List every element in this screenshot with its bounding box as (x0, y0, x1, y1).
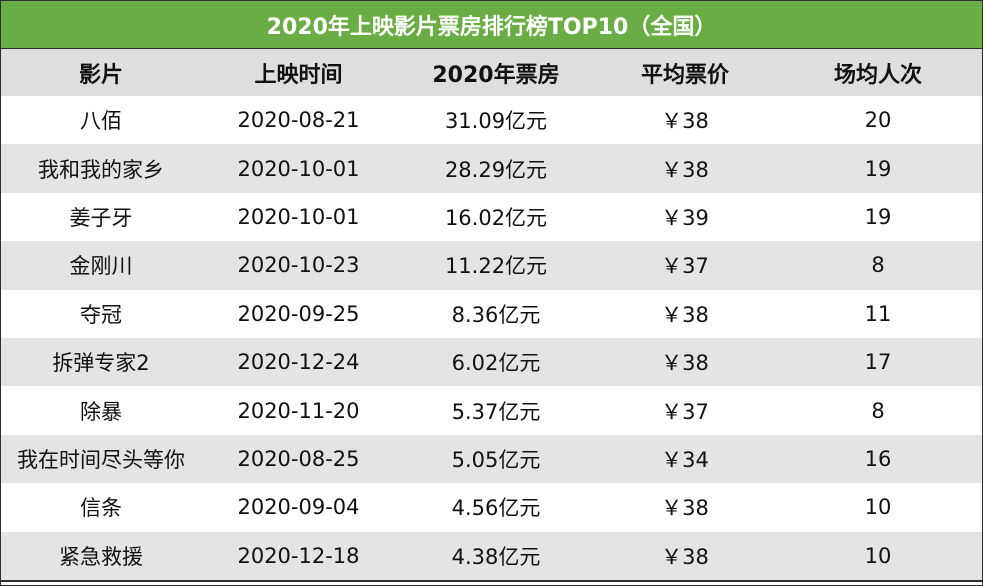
column-header-release-date: 上映时间 (201, 49, 396, 96)
cell-film: 信条 (1, 483, 201, 532)
cell-avg-attendance: 20 (774, 96, 982, 145)
cell-avg-attendance: 10 (774, 531, 982, 582)
table-row: 拆弹专家2 2020-12-24 6.02亿元 ￥38 17 (1, 337, 982, 387)
column-header-film: 影片 (1, 49, 201, 96)
cell-avg-attendance: 8 (774, 241, 982, 290)
cell-box-office: 4.38亿元 (396, 531, 596, 582)
cell-avg-ticket-price: ￥39 (596, 192, 774, 242)
cell-release-date: 2020-10-01 (201, 144, 396, 193)
cell-avg-ticket-price: ￥34 (596, 434, 774, 484)
table-title: 2020年上映影片票房排行榜TOP10（全国） (1, 1, 982, 49)
cell-release-date: 2020-10-23 (201, 241, 396, 290)
cell-avg-ticket-price: ￥38 (596, 289, 774, 338)
cell-avg-ticket-price: ￥38 (596, 96, 774, 145)
table-row: 金刚川 2020-10-23 11.22亿元 ￥37 8 (1, 241, 982, 290)
table-row: 信条 2020-09-04 4.56亿元 ￥38 10 (1, 483, 982, 532)
table-row: 我在时间尽头等你 2020-08-25 5.05亿元 ￥34 16 (1, 434, 982, 484)
cell-box-office: 11.22亿元 (396, 241, 596, 290)
cell-release-date: 2020-08-25 (201, 434, 396, 484)
table-row: 除暴 2020-11-20 5.37亿元 ￥37 8 (1, 386, 982, 435)
cell-avg-attendance: 16 (774, 434, 982, 484)
cell-release-date: 2020-10-01 (201, 192, 396, 242)
cell-avg-attendance: 11 (774, 289, 982, 338)
table-row: 我和我的家乡 2020-10-01 28.29亿元 ￥38 19 (1, 144, 982, 193)
cell-avg-ticket-price: ￥37 (596, 241, 774, 290)
cell-film: 夺冠 (1, 289, 201, 338)
cell-box-office: 5.05亿元 (396, 434, 596, 484)
table-row: 紧急救援 2020-12-18 4.38亿元 ￥38 10 (1, 531, 982, 582)
cell-box-office: 31.09亿元 (396, 96, 596, 145)
cell-film: 我在时间尽头等你 (1, 434, 201, 484)
cell-avg-attendance: 10 (774, 483, 982, 532)
cell-avg-ticket-price: ￥38 (596, 531, 774, 582)
cell-avg-ticket-price: ￥37 (596, 386, 774, 435)
cell-box-office: 28.29亿元 (396, 144, 596, 193)
table-header: 影片 上映时间 2020年票房 平均票价 场均人次 (1, 49, 982, 96)
cell-film: 除暴 (1, 386, 201, 435)
cell-avg-attendance: 19 (774, 192, 982, 242)
cell-release-date: 2020-11-20 (201, 386, 396, 435)
cell-avg-ticket-price: ￥38 (596, 337, 774, 387)
table-body: 八佰 2020-08-21 31.09亿元 ￥38 20 我和我的家乡 2020… (1, 96, 982, 582)
cell-film: 我和我的家乡 (1, 144, 201, 193)
cell-release-date: 2020-09-04 (201, 483, 396, 532)
cell-avg-attendance: 8 (774, 386, 982, 435)
cell-avg-ticket-price: ￥38 (596, 144, 774, 193)
column-header-avg-attendance: 场均人次 (774, 49, 982, 96)
cell-box-office: 8.36亿元 (396, 289, 596, 338)
cell-avg-ticket-price: ￥38 (596, 483, 774, 532)
cell-film: 金刚川 (1, 241, 201, 290)
cell-box-office: 6.02亿元 (396, 337, 596, 387)
column-header-avg-ticket-price: 平均票价 (596, 49, 774, 96)
cell-release-date: 2020-08-21 (201, 96, 396, 145)
cell-film: 拆弹专家2 (1, 337, 201, 387)
cell-release-date: 2020-12-18 (201, 531, 396, 582)
table-row: 八佰 2020-08-21 31.09亿元 ￥38 20 (1, 96, 982, 145)
cell-avg-attendance: 17 (774, 337, 982, 387)
cell-release-date: 2020-12-24 (201, 337, 396, 387)
cell-avg-attendance: 19 (774, 144, 982, 193)
column-header-box-office: 2020年票房 (396, 49, 596, 96)
cell-film: 紧急救援 (1, 531, 201, 582)
cell-box-office: 16.02亿元 (396, 192, 596, 242)
cell-film: 八佰 (1, 96, 201, 145)
header-row: 影片 上映时间 2020年票房 平均票价 场均人次 (1, 49, 982, 96)
box-office-table: 影片 上映时间 2020年票房 平均票价 场均人次 八佰 2020-08-21 … (1, 49, 982, 582)
cell-film: 姜子牙 (1, 192, 201, 242)
cell-box-office: 5.37亿元 (396, 386, 596, 435)
table-row: 姜子牙 2020-10-01 16.02亿元 ￥39 19 (1, 192, 982, 242)
table-row: 夺冠 2020-09-25 8.36亿元 ￥38 11 (1, 289, 982, 338)
cell-box-office: 4.56亿元 (396, 483, 596, 532)
cell-release-date: 2020-09-25 (201, 289, 396, 338)
